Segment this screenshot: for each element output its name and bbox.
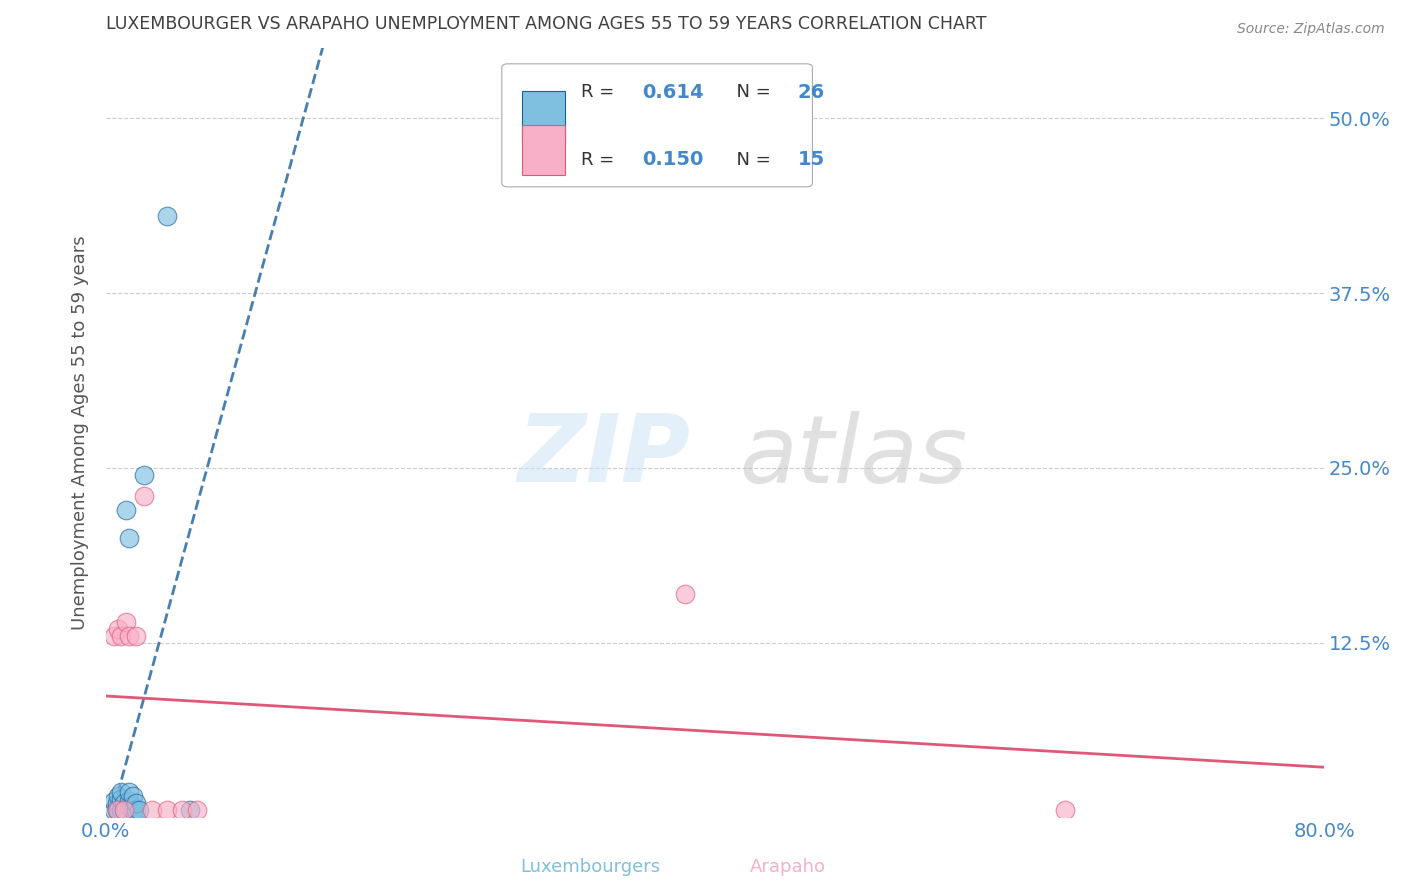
- Text: R =: R =: [581, 83, 620, 102]
- Point: [125, 629, 148, 643]
- Point: [114, 804, 136, 818]
- Point: [121, 799, 143, 814]
- Point: [107, 789, 129, 804]
- Point: [103, 804, 125, 818]
- Text: Arapaho: Arapaho: [749, 858, 825, 876]
- Y-axis label: Unemployment Among Ages 55 to 59 years: Unemployment Among Ages 55 to 59 years: [72, 235, 89, 631]
- Point: [132, 489, 155, 503]
- Point: [118, 785, 141, 799]
- Point: [105, 804, 128, 818]
- Point: [103, 794, 125, 808]
- Text: atlas: atlas: [740, 410, 967, 501]
- Point: [110, 792, 132, 806]
- FancyBboxPatch shape: [502, 64, 813, 186]
- Point: [110, 785, 132, 799]
- Point: [114, 615, 136, 629]
- Point: [105, 797, 128, 811]
- Point: [125, 804, 148, 818]
- Point: [156, 209, 179, 223]
- Point: [141, 804, 163, 818]
- Point: [112, 804, 135, 818]
- Text: R =: R =: [581, 151, 620, 169]
- Text: N =: N =: [724, 83, 776, 102]
- Text: 0.614: 0.614: [643, 83, 703, 102]
- Point: [114, 503, 136, 517]
- Point: [179, 804, 201, 818]
- Text: Source: ZipAtlas.com: Source: ZipAtlas.com: [1237, 22, 1385, 37]
- Point: [105, 804, 128, 818]
- Point: [156, 804, 179, 818]
- Point: [103, 629, 125, 643]
- Point: [110, 804, 132, 818]
- Point: [118, 799, 141, 814]
- Point: [110, 629, 132, 643]
- Point: [673, 587, 696, 601]
- Text: 15: 15: [797, 151, 825, 169]
- Text: 0.150: 0.150: [643, 151, 703, 169]
- Point: [118, 629, 141, 643]
- Point: [112, 797, 135, 811]
- FancyBboxPatch shape: [523, 126, 565, 176]
- Point: [122, 804, 145, 818]
- Text: ZIP: ZIP: [517, 410, 690, 502]
- Point: [107, 622, 129, 636]
- Text: LUXEMBOURGER VS ARAPAHO UNEMPLOYMENT AMONG AGES 55 TO 59 YEARS CORRELATION CHART: LUXEMBOURGER VS ARAPAHO UNEMPLOYMENT AMO…: [105, 15, 987, 33]
- Point: [128, 804, 150, 818]
- Text: N =: N =: [724, 151, 776, 169]
- Point: [132, 467, 155, 482]
- Point: [118, 531, 141, 545]
- Point: [112, 804, 135, 818]
- Text: Luxembourgers: Luxembourgers: [520, 858, 661, 876]
- Point: [125, 797, 148, 811]
- FancyBboxPatch shape: [523, 91, 565, 141]
- Point: [118, 794, 141, 808]
- Point: [186, 804, 208, 818]
- Point: [1054, 804, 1077, 818]
- Point: [170, 804, 193, 818]
- Text: 26: 26: [797, 83, 825, 102]
- Point: [107, 804, 129, 818]
- Point: [122, 789, 145, 804]
